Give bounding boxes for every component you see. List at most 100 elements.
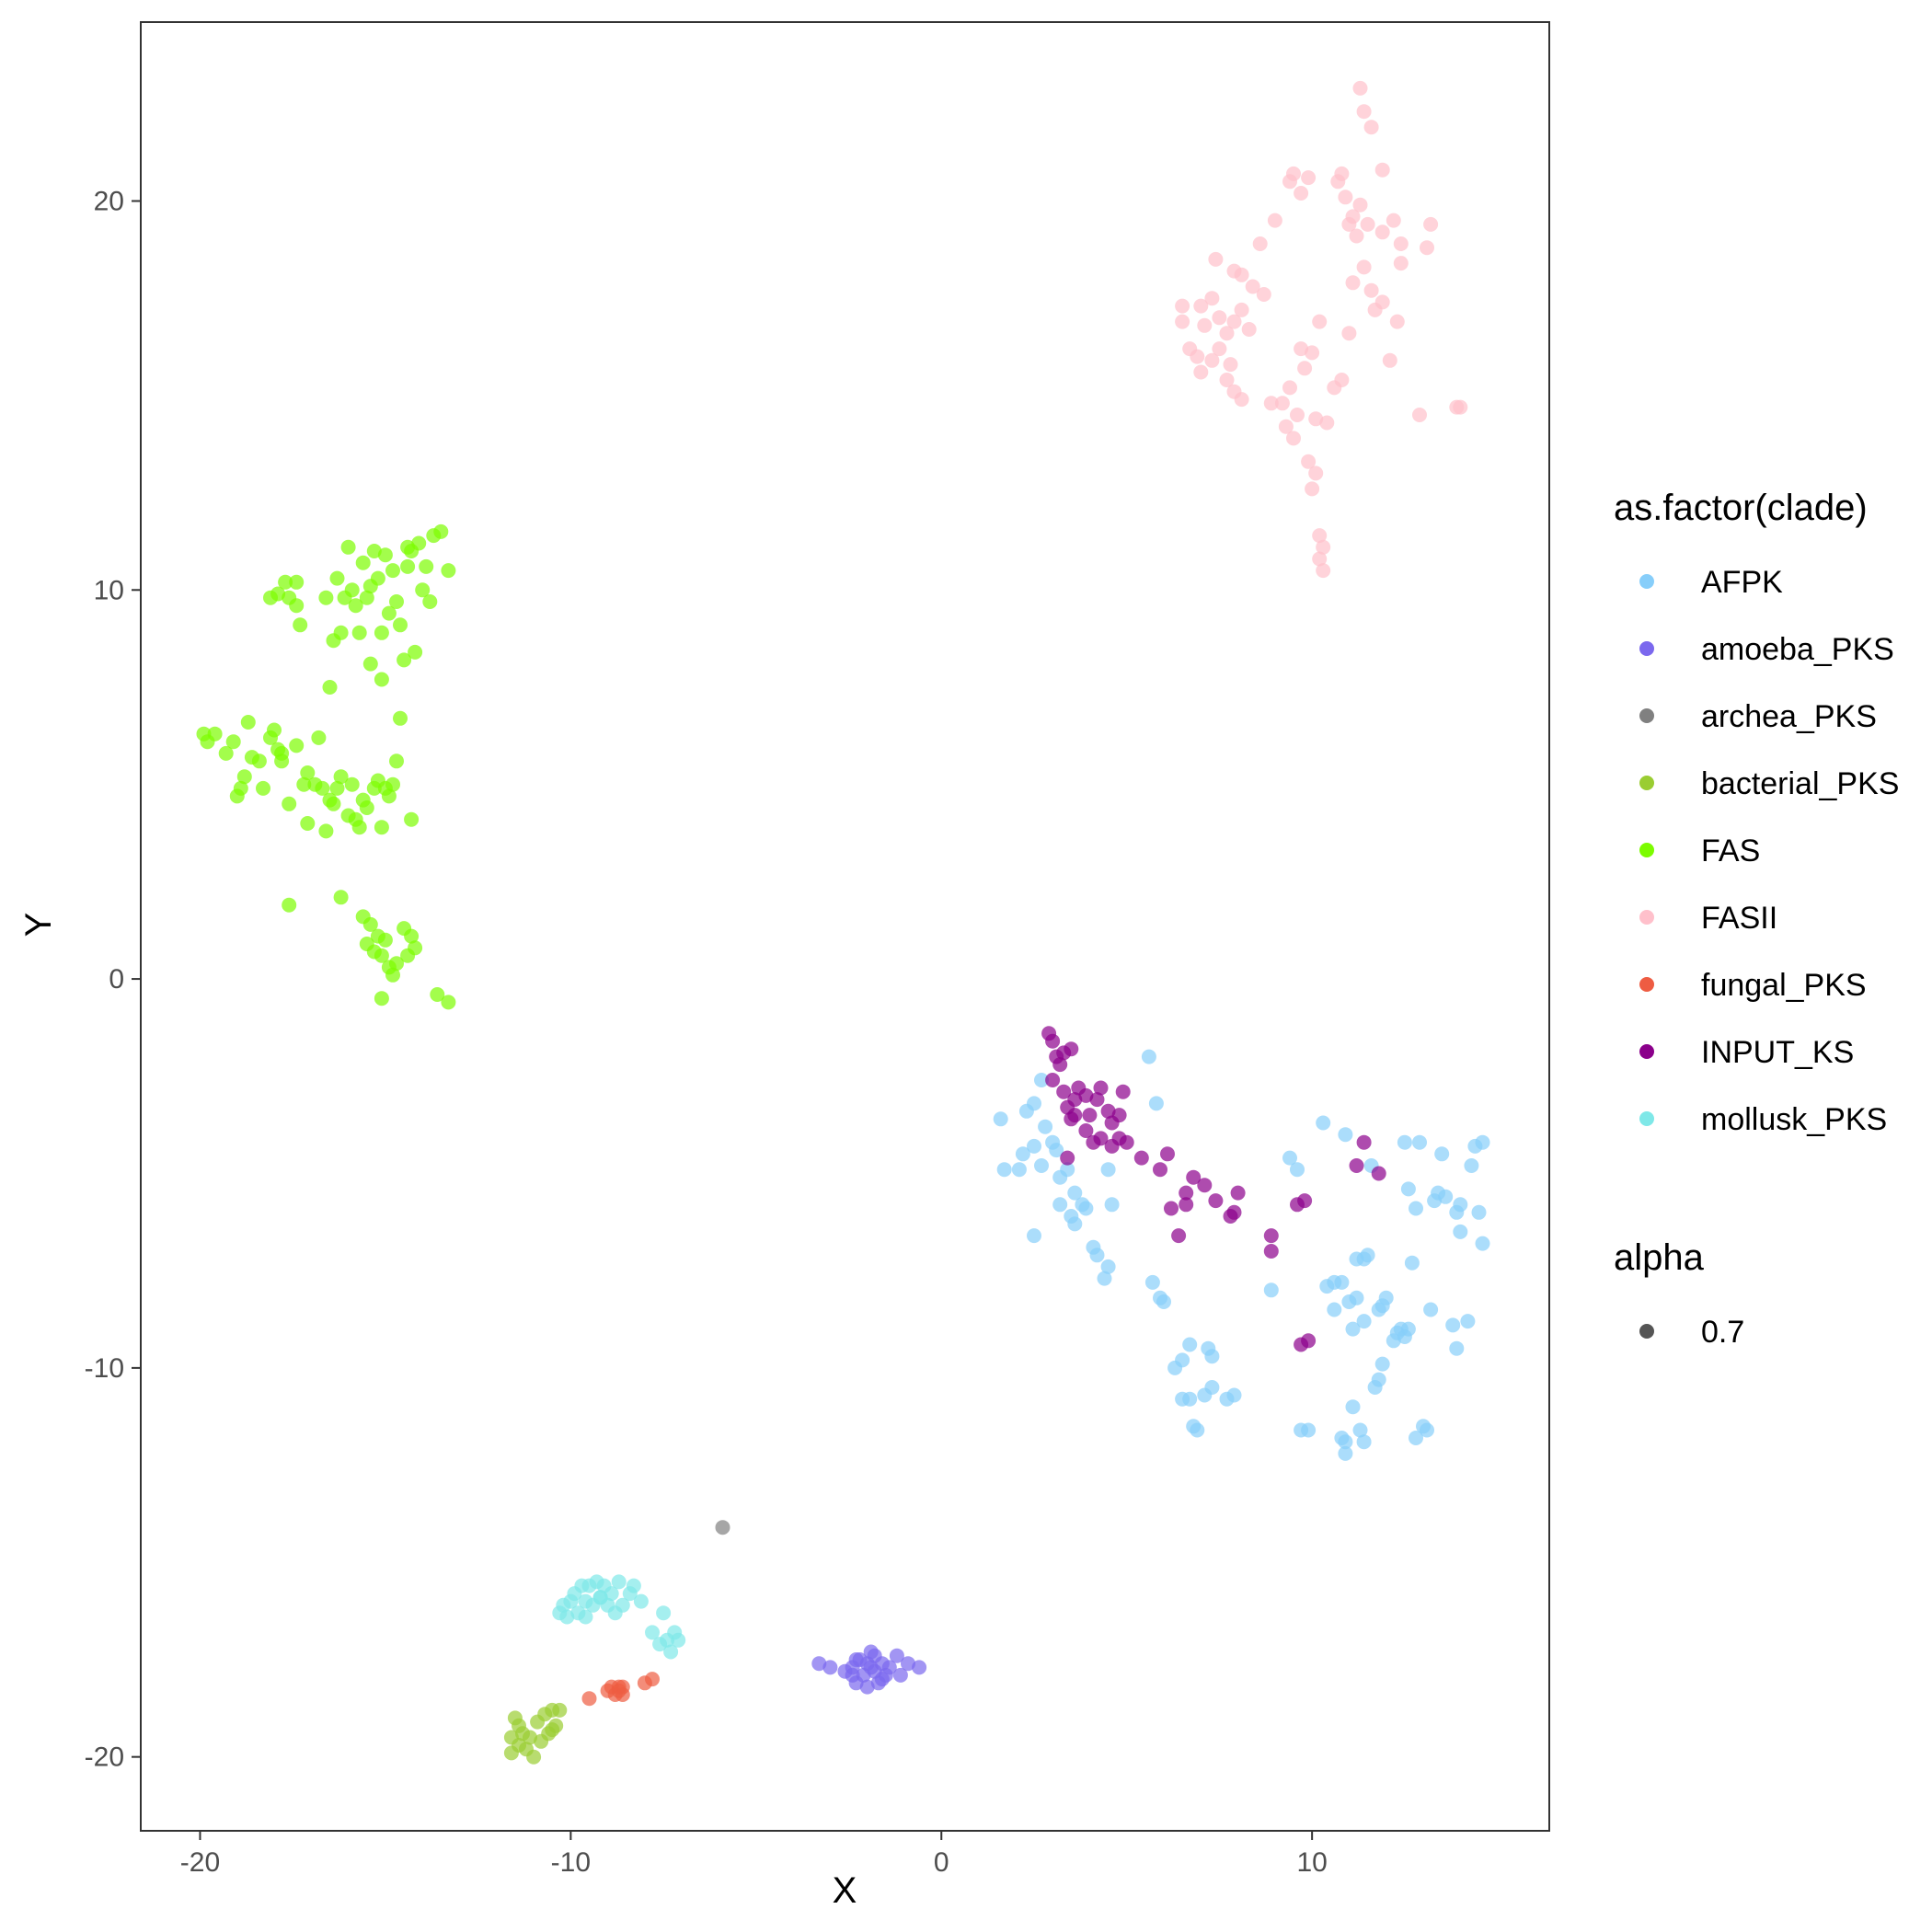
- point-fas: [270, 586, 286, 602]
- point-fasii: [1453, 399, 1468, 415]
- point-fas: [333, 769, 349, 785]
- legend-label-mollusk-pks: mollusk_PKS: [1701, 1102, 1887, 1137]
- point-fasii: [1305, 481, 1320, 497]
- point-fasii: [1363, 120, 1379, 135]
- point-afpk: [1089, 1248, 1105, 1263]
- point-fasii: [1334, 373, 1350, 387]
- point-fasii: [1386, 213, 1401, 228]
- point-bacterial-pks: [526, 1749, 542, 1765]
- point-input-ks: [1067, 1108, 1083, 1123]
- point-amoeba-pks: [912, 1660, 927, 1675]
- point-afpk: [1034, 1073, 1049, 1087]
- point-fasii: [1297, 361, 1313, 376]
- point-fasii: [1263, 396, 1279, 411]
- point-amoeba-pks: [892, 1667, 908, 1683]
- point-fas: [411, 535, 427, 551]
- point-input-ks: [1060, 1150, 1075, 1166]
- point-fas: [278, 574, 293, 590]
- point-afpk: [1374, 1356, 1390, 1372]
- point-mollusk-pks: [626, 1578, 641, 1593]
- point-fasii: [1312, 528, 1328, 544]
- point-fasii: [1341, 326, 1357, 341]
- point-fasii: [1352, 197, 1368, 213]
- point-afpk: [1471, 1204, 1487, 1220]
- point-input-ks: [1093, 1080, 1109, 1096]
- point-afpk: [1449, 1340, 1465, 1356]
- point-fasii: [1305, 345, 1320, 361]
- point-afpk: [1356, 1434, 1372, 1450]
- point-amoeba-pks: [845, 1667, 860, 1683]
- point-afpk: [1345, 1321, 1361, 1337]
- x-tick-label: -10: [551, 1847, 591, 1878]
- point-mollusk-pks: [645, 1625, 660, 1640]
- point-fasii: [1316, 563, 1331, 579]
- point-fasii: [1267, 213, 1282, 228]
- point-afpk: [1038, 1119, 1053, 1134]
- point-fungal-pks: [611, 1679, 627, 1695]
- point-input-ks: [1301, 1333, 1317, 1349]
- point-afpk: [1334, 1274, 1350, 1290]
- point-fas: [344, 776, 360, 792]
- point-fas: [289, 598, 305, 614]
- y-tick-label: 10: [94, 575, 124, 605]
- point-fas: [236, 769, 252, 785]
- point-afpk: [1349, 1290, 1364, 1305]
- point-afpk: [1412, 1134, 1427, 1150]
- point-afpk: [1226, 1387, 1242, 1403]
- point-afpk: [1356, 1314, 1372, 1329]
- point-amoeba-pks: [867, 1648, 882, 1663]
- point-fasii: [1356, 104, 1372, 120]
- points-layer: [196, 80, 1490, 1765]
- y-tick-label: -10: [85, 1353, 124, 1384]
- legend-key-mollusk-pks: [1639, 1111, 1654, 1126]
- point-fas: [408, 644, 423, 660]
- point-fas: [377, 932, 393, 948]
- point-fas: [419, 558, 434, 574]
- point-fasii: [1349, 228, 1364, 244]
- point-afpk: [1400, 1321, 1416, 1337]
- point-fasii: [1219, 326, 1235, 341]
- point-fasii: [1352, 80, 1368, 96]
- legend-key-fasii: [1639, 910, 1654, 925]
- point-fas: [300, 765, 316, 780]
- point-fasii: [1193, 364, 1209, 380]
- point-afpk: [1316, 1115, 1331, 1131]
- legend-key-bacterial-pks: [1639, 776, 1654, 790]
- point-fasii: [1252, 236, 1268, 251]
- point-input-ks: [1115, 1084, 1131, 1099]
- point-fasii: [1308, 411, 1324, 427]
- point-input-ks: [1078, 1123, 1094, 1138]
- point-fasii: [1356, 259, 1372, 275]
- point-input-ks: [1133, 1150, 1149, 1166]
- point-afpk: [1423, 1302, 1439, 1317]
- legend-label-fasii: FASII: [1701, 901, 1777, 936]
- point-input-ks: [1067, 1092, 1083, 1108]
- point-afpk: [1148, 1096, 1164, 1111]
- point-amoeba-pks: [848, 1652, 864, 1667]
- point-bacterial-pks: [545, 1722, 560, 1738]
- point-afpk: [1400, 1181, 1416, 1197]
- x-tick-label: 10: [1296, 1847, 1327, 1878]
- point-fas: [377, 547, 393, 563]
- point-input-ks: [1045, 1033, 1061, 1049]
- point-amoeba-pks: [889, 1648, 904, 1663]
- point-fasii: [1219, 373, 1235, 387]
- point-fasii: [1374, 162, 1390, 178]
- point-input-ks: [1356, 1134, 1372, 1150]
- point-afpk: [1067, 1185, 1083, 1201]
- point-input-ks: [1186, 1169, 1202, 1185]
- point-amoeba-pks: [901, 1656, 915, 1672]
- point-fungal-pks: [645, 1672, 660, 1687]
- point-fasii: [1212, 341, 1227, 357]
- point-fas: [430, 987, 445, 1002]
- point-fas: [282, 897, 297, 913]
- y-tick-label: -20: [85, 1742, 124, 1773]
- point-afpk: [1475, 1134, 1490, 1150]
- point-amoeba-pks: [881, 1660, 897, 1675]
- point-fas: [351, 820, 367, 835]
- point-afpk: [996, 1162, 1012, 1178]
- point-fasii: [1301, 454, 1317, 469]
- point-afpk: [1378, 1290, 1394, 1305]
- point-afpk: [1060, 1162, 1075, 1178]
- point-amoeba-pks: [811, 1656, 827, 1672]
